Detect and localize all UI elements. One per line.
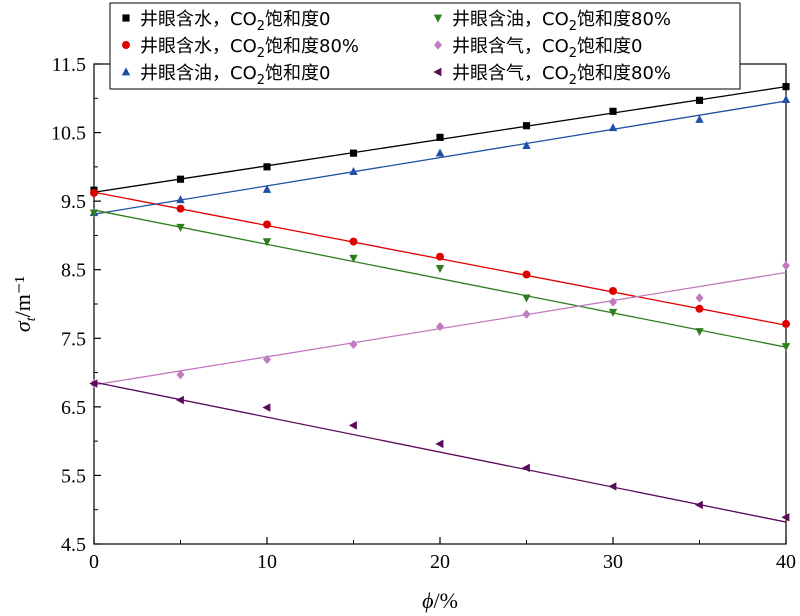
x-tick-label: 40 [776,551,796,573]
legend-label-series-6: 井眼含气，CO2饱和度80% [452,63,671,88]
data-point-series-5 [782,260,790,271]
legend-marker-series-4 [433,14,443,23]
axes-layer: 0 10 20 30 40 4.5 5.5 6.5 7.5 8.5 9.5 10.5 11.5 ϕ/% σt… [10,54,796,613]
data-point-series-4 [522,294,531,303]
data-point-series-3 [349,167,358,176]
data-point-series-6 [89,379,98,388]
data-point-series-1 [263,163,271,171]
data-point-series-2 [436,252,444,261]
data-point-series-4 [262,238,272,247]
data-point-series-6 [262,403,271,412]
data-point-series-6 [521,463,530,473]
data-point-series-4 [89,209,99,218]
y-tick-label: 6.5 [61,397,86,419]
y-tick-label: 10.5 [51,123,86,145]
fit-line-series-4 [93,209,787,348]
data-point-series-5 [695,293,704,303]
data-point-series-1 [782,83,790,91]
data-point-series-6 [608,482,617,491]
data-point-series-5 [609,297,617,307]
data-point-series-1 [609,107,617,115]
data-point-series-6 [694,500,703,510]
x-tick-label: 0 [89,551,99,573]
data-point-series-2 [609,286,617,295]
x-tick-label: 20 [430,551,450,573]
data-point-series-6 [175,395,184,405]
data-point-series-2 [522,270,531,279]
legend-marker-series-6 [433,67,442,77]
data-point-series-4 [435,264,445,273]
markers-layer [89,83,791,522]
data-point-series-5 [349,339,358,350]
data-point-series-4 [695,328,704,337]
data-point-series-2 [90,188,98,197]
legend-marker-series-3 [121,67,131,76]
legend-label-series-4: 井眼含油，CO2饱和度80% [452,9,671,34]
legend-label-series-5: 井眼含气，CO2饱和度0 [452,36,642,61]
data-point-series-2 [176,204,185,213]
y-axis-label: σt/m⁻¹ [10,276,39,332]
legend-marker-series-1 [122,14,130,22]
data-point-series-3 [522,140,531,149]
data-point-series-6 [348,421,357,430]
x-axis-label: ϕ/% [422,588,458,613]
data-point-series-1 [349,149,358,157]
x-tick-label: 30 [603,551,623,573]
data-point-series-3 [608,123,618,132]
data-point-series-3 [176,195,185,204]
x-tick-label: 10 [257,551,277,573]
legend-label-series-1: 井眼含水，CO2饱和度0 [140,9,330,34]
legend-label-series-3: 井眼含油，CO2饱和度0 [140,63,330,88]
data-point-series-2 [782,319,790,328]
data-point-series-1 [436,133,444,141]
data-point-series-5 [436,322,444,332]
data-point-series-1 [522,122,531,130]
data-point-series-3 [435,148,445,157]
legend-marker-series-5 [434,40,442,50]
data-point-series-1 [695,96,704,104]
data-point-series-4 [349,254,358,263]
data-point-series-3 [781,95,791,104]
y-tick-label: 9.5 [61,191,86,213]
data-point-series-2 [349,237,358,246]
data-point-series-4 [781,343,791,352]
fit-line-series-3 [93,100,787,215]
y-tick-label: 5.5 [61,465,86,487]
data-point-series-4 [176,223,185,232]
fit-line-series-6 [93,381,787,523]
data-point-series-3 [695,114,704,123]
legend-marker-series-2 [122,41,130,49]
data-point-series-5 [522,309,531,319]
y-tick-label: 7.5 [61,328,86,350]
data-point-series-5 [176,370,185,380]
y-tick-label: 11.5 [52,54,86,76]
data-point-series-4 [608,308,618,317]
data-point-series-5 [263,354,271,365]
data-point-series-1 [176,175,185,183]
data-point-series-2 [695,304,704,313]
data-point-series-3 [262,184,272,193]
legend-label-series-2: 井眼含水，CO2饱和度80% [140,36,359,61]
data-point-series-6 [435,439,444,449]
y-tick-label: 4.5 [61,534,86,556]
data-point-series-6 [781,513,790,522]
y-tick-label: 8.5 [61,260,86,282]
data-point-series-2 [263,220,271,229]
legend-box [109,2,741,90]
